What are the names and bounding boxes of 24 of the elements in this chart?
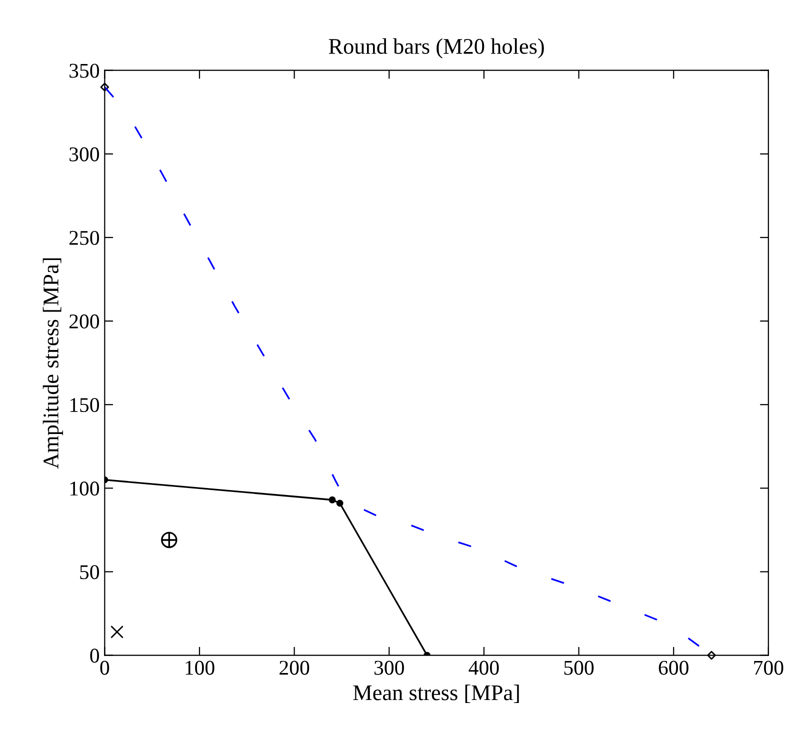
- y-tick-label: 300: [70, 147, 100, 162]
- y-tick-label: 50: [80, 565, 100, 580]
- point: [328, 496, 336, 504]
- x-tick-label: 500: [564, 660, 594, 675]
- y-tick-label: 250: [69, 230, 100, 245]
- y-tick-label: 150: [70, 398, 100, 412]
- y-tick-label: 100: [70, 482, 100, 496]
- x-tick-label: 600: [658, 660, 688, 675]
- x-tick-label: 0: [100, 660, 110, 675]
- x-tick-label: 200: [280, 660, 310, 675]
- y-tick-label: 350: [70, 64, 100, 78]
- x-tick-label: 400: [468, 660, 499, 675]
- y-tick-label: 0: [90, 648, 100, 663]
- y-tick-label: 200: [69, 314, 100, 328]
- y-axis-title: Amplitude stress [MPa]: [42, 258, 64, 469]
- x-axis-title: Mean stress [MPa]: [353, 684, 519, 704]
- point: [336, 500, 344, 507]
- x-tick-label: 100: [186, 660, 214, 675]
- x-tick-label: 300: [374, 660, 404, 675]
- x-tick-label: 700: [754, 660, 784, 675]
- point: [100, 82, 110, 92]
- point: [110, 625, 124, 638]
- chart-title: Round bars (M20 holes): [328, 38, 544, 58]
- point: [707, 650, 716, 660]
